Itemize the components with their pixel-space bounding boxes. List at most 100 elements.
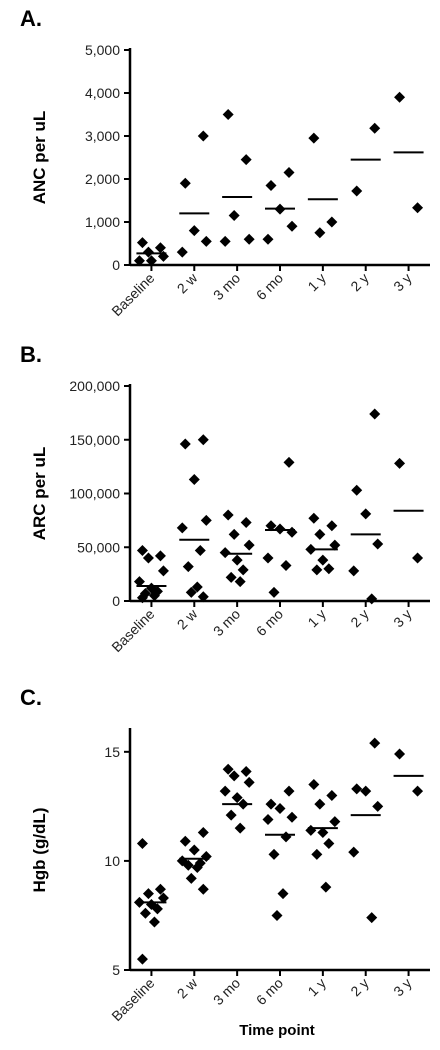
data-point (283, 456, 295, 468)
x-tick-label: 2 y (347, 270, 372, 295)
data-point (200, 235, 212, 247)
data-point (280, 831, 292, 843)
data-point (283, 785, 295, 797)
y-tick-label: 2,000 (85, 171, 120, 187)
x-tick-label: 1 y (304, 606, 329, 631)
panel-a: A. ANC per uL 0 1,000 2,000 3,000 4,000 5,000 Ba… (20, 6, 430, 319)
x-axis-label: Time point (239, 1022, 315, 1039)
data-point (188, 844, 200, 856)
x-tick-label: 6 mo (253, 975, 286, 1008)
data-point (157, 565, 169, 577)
data-point (265, 798, 277, 810)
data-point (243, 233, 255, 245)
data-point (182, 561, 194, 573)
data-point (197, 883, 209, 895)
x-tick-label: 2 w (174, 269, 201, 296)
data-point (369, 122, 381, 134)
x-tick-label: 3 mo (210, 606, 243, 639)
data-point (219, 785, 231, 797)
data-point (329, 539, 341, 551)
y-tick-label: 5,000 (85, 42, 120, 58)
data-point (366, 593, 378, 605)
x-tick-label: Baseline (108, 975, 157, 1024)
y-tick-label: 5 (112, 962, 120, 978)
data-point (231, 792, 243, 804)
data-point (311, 564, 323, 576)
data-point (228, 770, 240, 782)
data-point (326, 520, 338, 532)
data-point (228, 210, 240, 222)
data-point (182, 859, 194, 871)
data-point (320, 881, 332, 893)
data-point (308, 512, 320, 524)
y-tick-label: 10 (104, 853, 120, 869)
x-tick-label: 3 mo (210, 975, 243, 1008)
data-point (154, 883, 166, 895)
data-point (366, 912, 378, 924)
y-tick-label: 4,000 (85, 85, 120, 101)
data-point (136, 592, 148, 604)
data-point (240, 154, 252, 166)
x-tick-label: Baseline (108, 606, 157, 655)
data-point (412, 202, 424, 214)
y-tick-label: 1,000 (85, 214, 120, 230)
data-point (197, 591, 209, 603)
data-point (145, 255, 157, 267)
data-point (372, 538, 384, 550)
x-tick-label: 1 y (304, 975, 329, 1000)
data-point (262, 552, 274, 564)
data-point (360, 508, 372, 520)
data-point (234, 822, 246, 834)
data-point (194, 544, 206, 556)
data-point (151, 903, 163, 915)
data-point (308, 132, 320, 144)
data-point (283, 167, 295, 179)
x-tick-label: 3 y (390, 270, 415, 295)
data-point (280, 560, 292, 572)
data-point (176, 522, 188, 534)
x-tick-label: 2 y (347, 606, 372, 631)
data-point (136, 237, 148, 249)
data-point (240, 765, 252, 777)
data-point (265, 520, 277, 532)
data-point (136, 544, 148, 556)
data-point (222, 763, 234, 775)
data-point (314, 798, 326, 810)
data-point (142, 246, 154, 258)
data-point (191, 861, 203, 873)
data-point (351, 185, 363, 197)
data-point (262, 233, 274, 245)
y-tick-label: 15 (104, 744, 120, 760)
data-point (268, 848, 280, 860)
y-tick-label: 150,000 (69, 432, 120, 448)
data-point (369, 737, 381, 749)
x-tick-label: 3 y (390, 606, 415, 631)
data-point (394, 91, 406, 103)
data-point (317, 554, 329, 566)
data-point (139, 907, 151, 919)
data-point (329, 816, 341, 828)
data-point (412, 552, 424, 564)
data-point (237, 564, 249, 576)
data-point (286, 526, 298, 538)
y-tick-label: 3,000 (85, 128, 120, 144)
data-point (314, 227, 326, 239)
data-point (188, 474, 200, 486)
data-point (231, 554, 243, 566)
y-axis-label: ARC per uL (30, 447, 49, 541)
data-point (234, 576, 246, 588)
data-point (317, 827, 329, 839)
data-point (179, 177, 191, 189)
panel-label: B. (20, 342, 42, 367)
data-point (348, 846, 360, 858)
panel-label: C. (20, 685, 42, 710)
data-point (308, 779, 320, 791)
data-point (197, 130, 209, 142)
data-point (197, 434, 209, 446)
data-point (286, 811, 298, 823)
data-point (191, 581, 203, 593)
data-point (200, 514, 212, 526)
data-point (274, 523, 286, 535)
data-point (225, 571, 237, 583)
